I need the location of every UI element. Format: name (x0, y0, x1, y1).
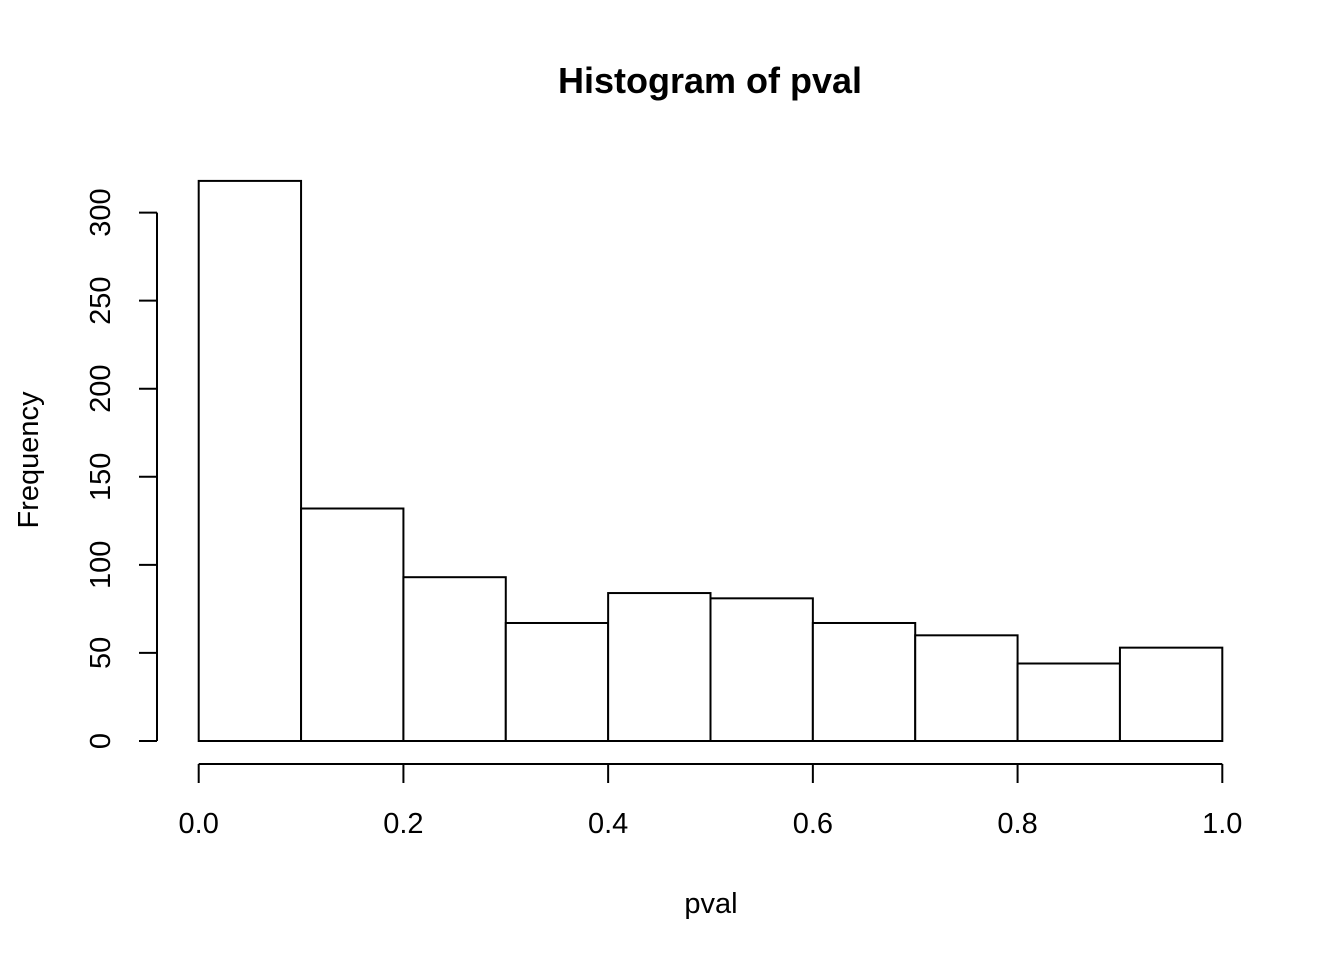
histogram-bar (811, 621, 917, 743)
x-tick-label: 0.2 (383, 808, 423, 840)
histogram-bar (402, 576, 507, 742)
x-axis-label: pval (684, 888, 737, 920)
x-tick-label: 0.6 (793, 808, 833, 840)
axes-group: 0 50 100 150 200 250 300 0.0 0.2 0.4 0.6 0.8 1.0 (85, 188, 1242, 840)
y-axis-label: Frequency (13, 391, 45, 529)
histogram-bar (607, 592, 712, 742)
chart-title: Histogram of pval (558, 60, 862, 101)
x-tick-label: 1.0 (1202, 808, 1242, 840)
bars-group (197, 179, 1224, 743)
histogram-bar (914, 634, 1019, 743)
y-tick-label: 300 (85, 188, 117, 236)
histogram-bar (197, 179, 303, 742)
y-tick-label: 200 (85, 365, 117, 413)
histogram-bar (1016, 662, 1121, 743)
y-tick-label: 0 (85, 733, 117, 749)
y-tick-label: 50 (85, 637, 117, 669)
y-tick-label: 150 (85, 453, 117, 501)
x-tick-label: 0.8 (997, 808, 1037, 840)
histogram-bar (709, 597, 814, 743)
histogram-bar (504, 621, 610, 743)
x-tick-label: 0.0 (179, 808, 219, 840)
histogram-bar (1118, 646, 1224, 743)
y-tick-label: 100 (85, 541, 117, 589)
y-tick-label: 250 (85, 276, 117, 324)
histogram-bar (300, 507, 405, 742)
x-tick-label: 0.4 (588, 808, 628, 840)
